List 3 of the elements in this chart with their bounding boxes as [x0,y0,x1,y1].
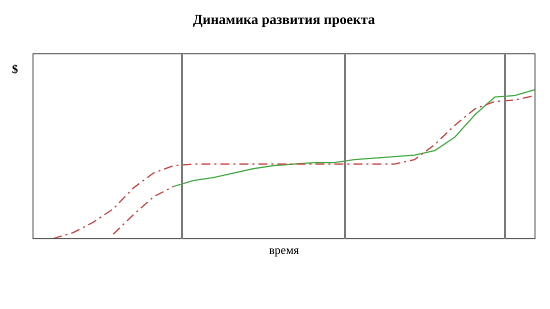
y-axis-title: $ [12,62,18,76]
chart-title: Динамика развития проекта [193,13,375,28]
x-axis-title: время [268,242,300,257]
